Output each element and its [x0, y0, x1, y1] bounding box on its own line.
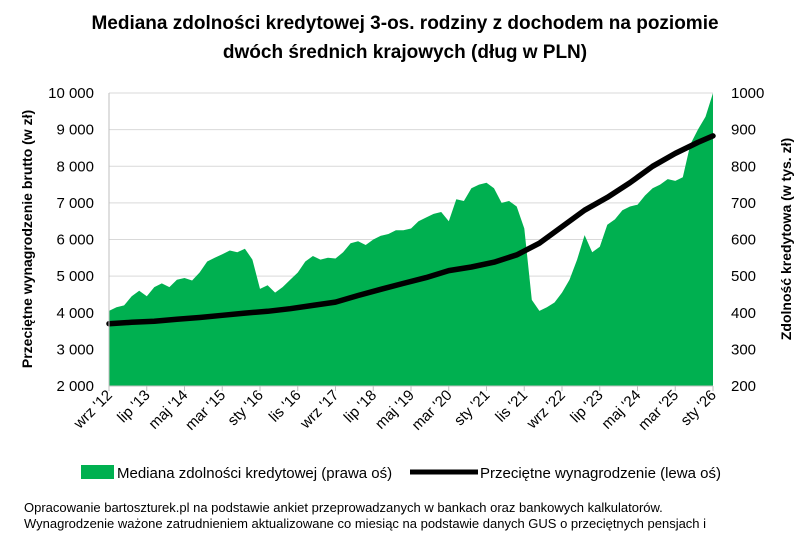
- x-tick-label: mar '25: [635, 387, 682, 434]
- y-tick-label-left: 5 000: [56, 268, 94, 285]
- x-tick-label: mar '20: [409, 387, 456, 434]
- y-tick-label-right: 900: [731, 122, 756, 139]
- x-tick-label: wrz '17: [296, 387, 342, 433]
- y-tick-label-left: 7 000: [56, 195, 94, 212]
- x-tick-label: maj '24: [598, 387, 644, 433]
- y-tick-label-right: 600: [731, 232, 756, 249]
- legend-area-label: Mediana zdolności kredytowej (prawa oś): [117, 465, 392, 482]
- footnote-line-2: Wynagrodzenie ważone zatrudnieniem aktua…: [24, 516, 707, 531]
- x-tick-label: wrz '22: [523, 387, 569, 433]
- y-tick-label-right: 800: [731, 158, 756, 175]
- y-axis-right-label: Zdolność kredytowa (w tys. zł): [778, 138, 794, 340]
- x-tick-label: sty '26: [677, 387, 719, 429]
- x-tick-label: sty '16: [224, 387, 266, 429]
- legend: Mediana zdolności kredytowej (prawa oś) …: [81, 465, 721, 482]
- footnote-line-1: Opracowanie bartoszturek.pl na podstawie…: [24, 500, 663, 515]
- y-tick-label-left: 2 000: [56, 378, 94, 395]
- y-tick-label-left: 4 000: [56, 305, 94, 322]
- legend-area-swatch: [81, 465, 114, 479]
- chart-title-line-2: dwóch średnich krajowych (dług w PLN): [223, 42, 587, 63]
- x-tick-label: maj '14: [145, 387, 191, 433]
- line-series-wynagrodzenie: [106, 133, 716, 327]
- y-tick-label-left: 8 000: [56, 158, 94, 175]
- x-tick-label: sty '21: [451, 387, 493, 429]
- y-tick-label-right: 500: [731, 268, 756, 285]
- legend-line-label: Przeciętne wynagrodzenie (lewa oś): [480, 465, 721, 482]
- y-tick-label-left: 9 000: [56, 122, 94, 139]
- y-tick-label-right: 1000: [731, 85, 764, 102]
- y-axis-left-label: Przeciętne wynagrodzenie brutto (w zł): [19, 110, 35, 368]
- line-series-group: [106, 133, 716, 327]
- y-tick-label-right: 400: [731, 305, 756, 322]
- x-tick-label: maj '19: [372, 387, 418, 433]
- y-tick-label-left: 10 000: [48, 85, 94, 102]
- chart-title-line-1: Mediana zdolności kredytowej 3-os. rodzi…: [91, 13, 718, 34]
- y-tick-label-right: 300: [731, 341, 756, 358]
- y-tick-label-right: 200: [731, 378, 756, 395]
- y-tick-label-right: 700: [731, 195, 756, 212]
- y-tick-label-left: 6 000: [56, 232, 94, 249]
- y-tick-label-left: 3 000: [56, 341, 94, 358]
- x-tick-label: mar '15: [182, 387, 229, 434]
